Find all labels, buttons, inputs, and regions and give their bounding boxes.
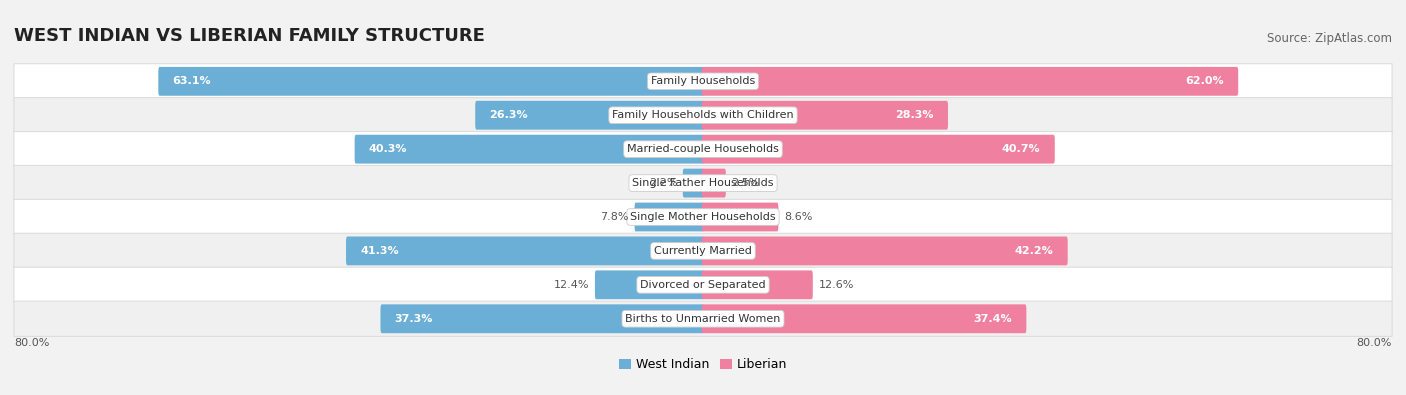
Text: 80.0%: 80.0% [1357,338,1392,348]
Text: Single Mother Households: Single Mother Households [630,212,776,222]
Text: Married-couple Households: Married-couple Households [627,144,779,154]
Text: Currently Married: Currently Married [654,246,752,256]
Text: 80.0%: 80.0% [14,338,49,348]
FancyBboxPatch shape [14,64,1392,99]
Text: 37.4%: 37.4% [973,314,1012,324]
FancyBboxPatch shape [381,305,704,333]
Legend: West Indian, Liberian: West Indian, Liberian [619,358,787,371]
FancyBboxPatch shape [702,67,1239,96]
Text: 28.3%: 28.3% [896,110,934,120]
FancyBboxPatch shape [702,237,1067,265]
FancyBboxPatch shape [702,169,725,198]
Text: 41.3%: 41.3% [360,246,399,256]
Text: 12.6%: 12.6% [818,280,853,290]
Text: WEST INDIAN VS LIBERIAN FAMILY STRUCTURE: WEST INDIAN VS LIBERIAN FAMILY STRUCTURE [14,27,485,45]
FancyBboxPatch shape [634,203,704,231]
FancyBboxPatch shape [683,169,704,198]
FancyBboxPatch shape [14,301,1392,337]
Text: 40.3%: 40.3% [368,144,408,154]
Text: 62.0%: 62.0% [1185,76,1225,87]
FancyBboxPatch shape [159,67,704,96]
Text: 7.8%: 7.8% [600,212,628,222]
Text: Single Father Households: Single Father Households [633,178,773,188]
FancyBboxPatch shape [14,132,1392,167]
Text: Births to Unmarried Women: Births to Unmarried Women [626,314,780,324]
FancyBboxPatch shape [702,305,1026,333]
FancyBboxPatch shape [702,203,779,231]
FancyBboxPatch shape [702,101,948,130]
Text: 8.6%: 8.6% [785,212,813,222]
FancyBboxPatch shape [14,166,1392,201]
FancyBboxPatch shape [595,271,704,299]
Text: Divorced or Separated: Divorced or Separated [640,280,766,290]
Text: 26.3%: 26.3% [489,110,529,120]
FancyBboxPatch shape [14,199,1392,235]
Text: 37.3%: 37.3% [395,314,433,324]
FancyBboxPatch shape [354,135,704,164]
FancyBboxPatch shape [346,237,704,265]
FancyBboxPatch shape [14,233,1392,269]
Text: 63.1%: 63.1% [173,76,211,87]
Text: 42.2%: 42.2% [1015,246,1053,256]
Text: 40.7%: 40.7% [1002,144,1040,154]
Text: Family Households: Family Households [651,76,755,87]
FancyBboxPatch shape [475,101,704,130]
Text: Source: ZipAtlas.com: Source: ZipAtlas.com [1267,32,1392,45]
FancyBboxPatch shape [702,135,1054,164]
Text: 2.2%: 2.2% [648,178,678,188]
Text: 12.4%: 12.4% [554,280,589,290]
Text: 2.5%: 2.5% [731,178,759,188]
FancyBboxPatch shape [702,271,813,299]
FancyBboxPatch shape [14,98,1392,133]
FancyBboxPatch shape [14,267,1392,303]
Text: Family Households with Children: Family Households with Children [612,110,794,120]
